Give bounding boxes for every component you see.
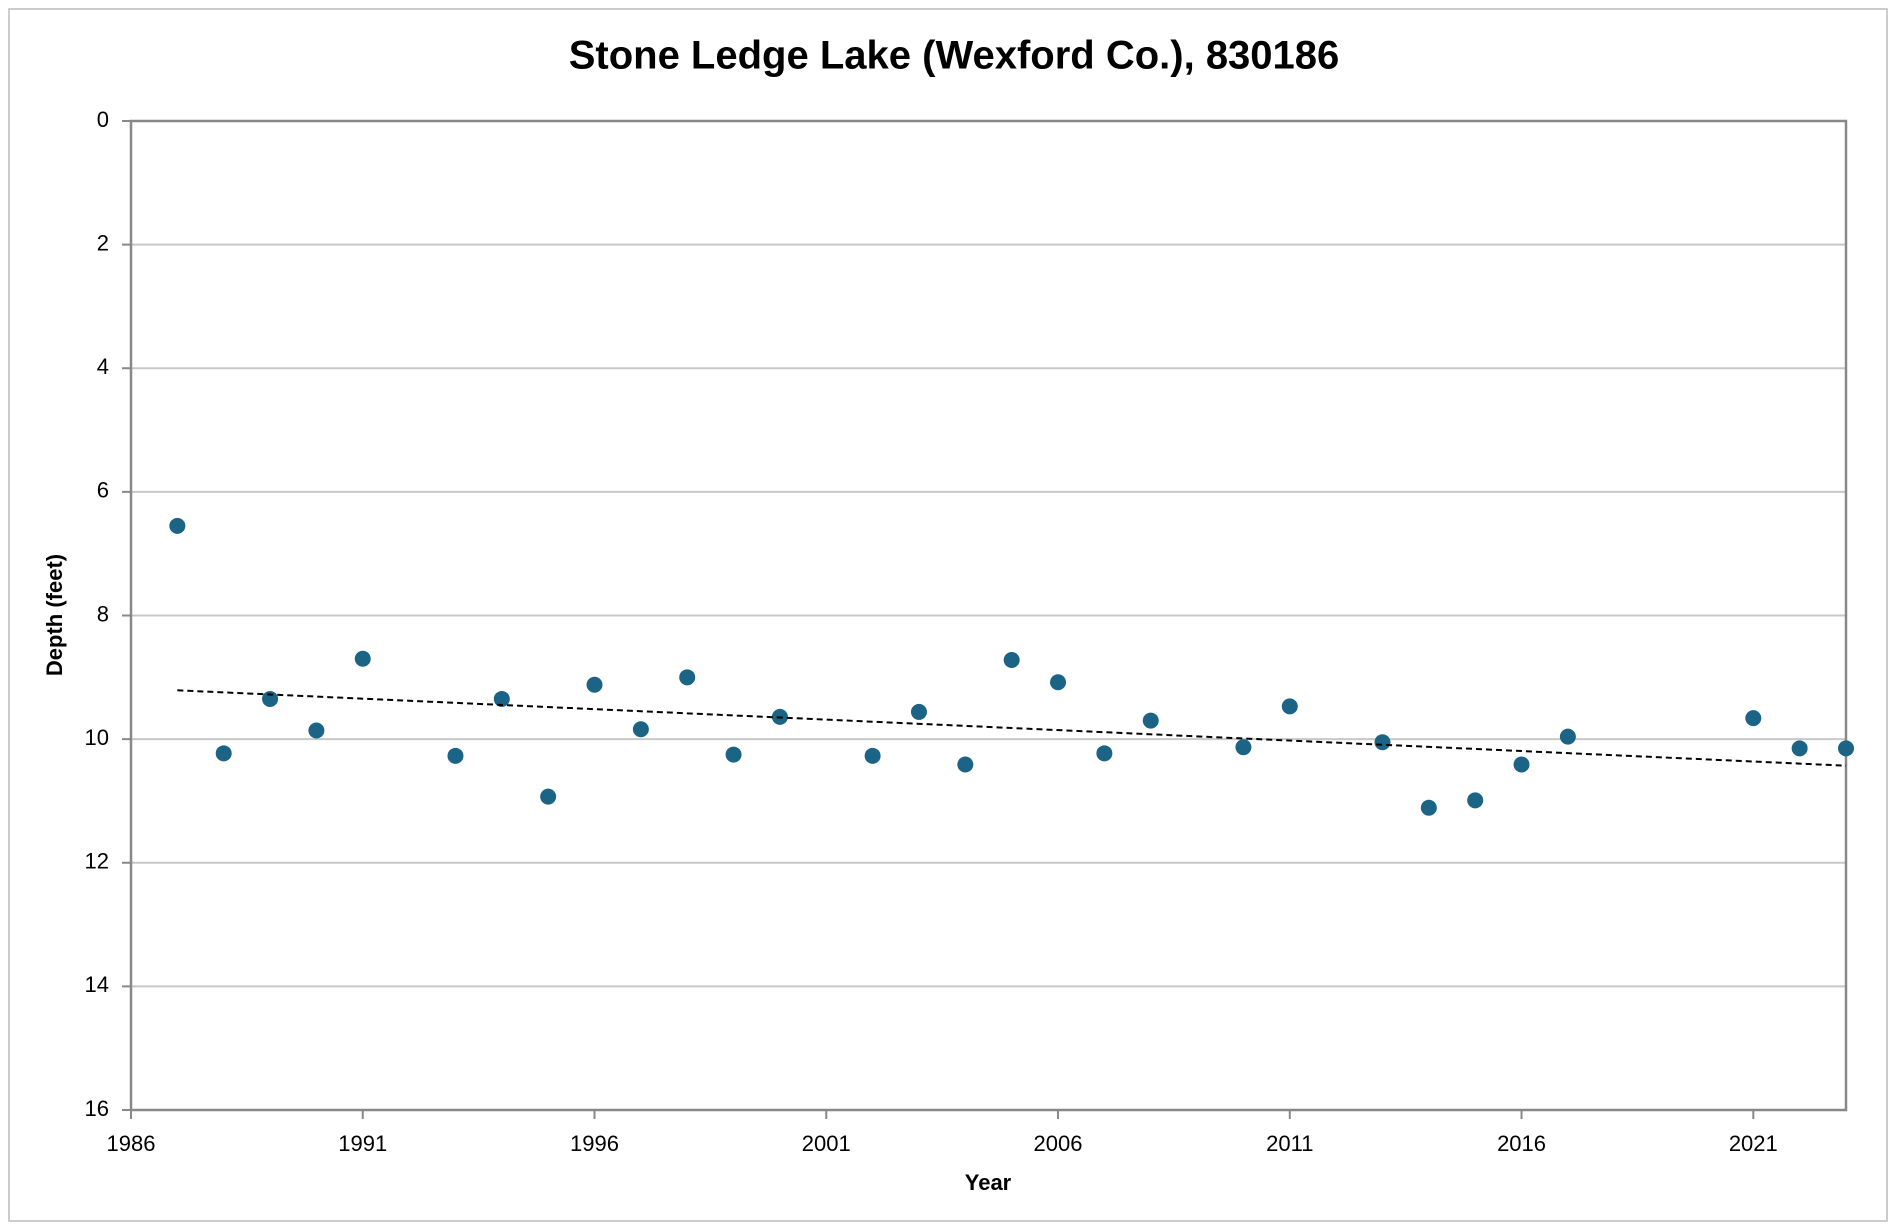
x-tick-label: 1991: [338, 1131, 387, 1156]
x-tick-label: 1986: [107, 1131, 156, 1156]
data-point: [1142, 712, 1159, 729]
data-point: [308, 722, 325, 739]
data-point: [725, 746, 742, 763]
data-point: [447, 747, 464, 764]
data-point: [632, 721, 649, 738]
y-tick-label: 8: [97, 601, 109, 626]
data-point: [540, 788, 557, 805]
data-point: [864, 747, 881, 764]
data-point: [1513, 756, 1530, 773]
data-point: [1420, 799, 1437, 816]
x-tick-label: 2016: [1497, 1131, 1546, 1156]
data-point: [354, 650, 371, 667]
data-point: [1374, 734, 1391, 751]
data-point: [1096, 745, 1113, 762]
data-point: [493, 690, 510, 707]
y-tick-label: 12: [85, 849, 109, 874]
data-point: [1467, 792, 1484, 809]
data-point: [262, 690, 279, 707]
data-point: [1745, 710, 1762, 727]
data-point: [169, 517, 186, 534]
data-point: [1559, 728, 1576, 745]
x-tick-label: 2021: [1729, 1131, 1778, 1156]
data-point: [1281, 698, 1298, 715]
y-tick-label: 4: [97, 354, 109, 379]
trendline: [177, 689, 1847, 767]
data-point: [1050, 674, 1067, 691]
data-point: [1003, 652, 1020, 669]
data-point: [957, 756, 974, 773]
y-tick-label: 6: [97, 478, 109, 503]
chart-title: Stone Ledge Lake (Wexford Co.), 830186: [569, 34, 1340, 78]
x-tick-label: 2001: [802, 1131, 851, 1156]
data-point: [1838, 740, 1854, 757]
data-point: [215, 745, 232, 762]
y-tick-label: 10: [85, 725, 109, 750]
x-tick-label: 1996: [570, 1131, 619, 1156]
data-point: [1235, 739, 1252, 756]
data-point: [679, 669, 696, 686]
plot-border: [129, 119, 1848, 1112]
y-axis-title: Depth (feet): [42, 554, 67, 676]
y-tick-label: 0: [97, 107, 109, 132]
y-tick-label: 2: [97, 230, 109, 255]
data-point: [586, 676, 603, 693]
x-axis-title: Year: [965, 1170, 1012, 1195]
y-tick-label: 16: [85, 1096, 109, 1121]
data-point: [910, 703, 927, 720]
x-tick-label: 2006: [1034, 1131, 1083, 1156]
x-tick-label: 2011: [1266, 1131, 1313, 1156]
y-tick-label: 14: [85, 972, 109, 997]
data-point: [1791, 740, 1808, 757]
